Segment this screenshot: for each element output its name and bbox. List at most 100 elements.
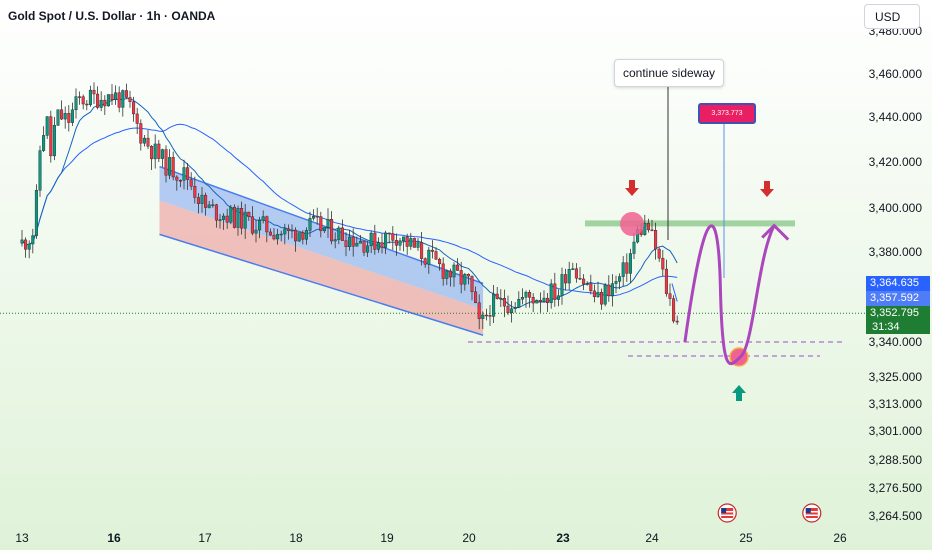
candle <box>121 89 125 117</box>
candle <box>74 88 78 119</box>
projection-arrowhead <box>761 223 790 241</box>
candle <box>470 275 474 301</box>
candle-body <box>412 238 416 248</box>
candle-body <box>409 238 413 247</box>
candle-body <box>531 297 535 304</box>
candle <box>312 209 316 221</box>
candle <box>600 288 604 310</box>
candle <box>567 261 571 290</box>
candle-body <box>265 216 269 233</box>
down-arrow-icon <box>625 180 639 196</box>
candle-body <box>384 232 388 248</box>
candle <box>409 232 413 250</box>
candle <box>45 116 49 139</box>
candle-body <box>24 239 28 250</box>
candle <box>340 219 344 241</box>
candle-body <box>430 249 434 252</box>
candle-body <box>427 249 431 265</box>
candle <box>52 117 56 161</box>
candle-body <box>456 264 460 271</box>
candle <box>484 308 488 321</box>
candle <box>387 232 391 244</box>
target-price-tag[interactable]: 3,373.773 <box>698 103 756 124</box>
candle-body <box>297 232 301 242</box>
flag-stripe <box>721 511 734 513</box>
candle <box>124 83 128 99</box>
channel-upper-fill <box>159 166 484 310</box>
candle-body <box>88 89 92 106</box>
candle-body <box>441 263 445 279</box>
candle-body <box>549 283 553 304</box>
candle-body <box>524 292 528 298</box>
candle-body <box>110 94 114 101</box>
candle <box>168 149 172 180</box>
candle <box>240 201 244 235</box>
candle-body <box>157 143 161 159</box>
candle <box>463 272 467 291</box>
y-tick-label: 3,340.000 <box>869 335 923 349</box>
candle-body <box>434 251 438 260</box>
candle <box>524 290 528 308</box>
candle <box>358 234 362 244</box>
candle <box>38 145 42 197</box>
candle-body <box>488 315 492 317</box>
candle-body <box>596 292 600 298</box>
candle <box>78 91 82 105</box>
candle-body <box>229 206 233 223</box>
candle-body <box>135 113 139 124</box>
flag-stripes <box>721 508 734 518</box>
candle-body <box>358 240 362 244</box>
candle <box>373 224 377 255</box>
candle <box>488 305 492 326</box>
candle-body <box>319 216 323 232</box>
candle <box>200 187 204 213</box>
candle <box>402 236 406 252</box>
candle-body <box>20 239 24 244</box>
candle <box>60 100 64 121</box>
candle-body <box>628 253 632 274</box>
candle-body <box>52 125 56 157</box>
x-tick-label: 18 <box>289 531 303 545</box>
flag-stripe <box>721 514 734 516</box>
candle-body <box>675 320 679 323</box>
candle-body <box>31 235 35 245</box>
candle <box>427 246 431 274</box>
candle-body <box>510 308 514 313</box>
candle <box>664 259 668 297</box>
candle <box>236 205 240 236</box>
callout-label[interactable]: continue sideway <box>614 59 724 87</box>
candle-body <box>218 219 222 221</box>
candle <box>153 134 157 169</box>
flag-stripe <box>805 514 818 516</box>
candle <box>625 253 629 282</box>
candle <box>337 225 341 245</box>
candle-body <box>470 275 474 293</box>
candle <box>632 233 636 259</box>
candle-body <box>81 96 85 105</box>
projection-path <box>683 224 776 366</box>
candle <box>434 247 438 261</box>
candle-body <box>610 283 614 297</box>
candle <box>481 311 485 330</box>
resistance-zone <box>585 220 795 227</box>
candle <box>297 232 301 243</box>
candle-body <box>585 283 589 285</box>
candle <box>538 292 542 313</box>
candle-body <box>348 236 352 247</box>
candle <box>448 268 452 287</box>
candle <box>661 249 665 277</box>
candle-body <box>499 298 503 300</box>
candle-body <box>625 262 629 274</box>
candle <box>103 95 107 115</box>
currency-selector[interactable]: USD <box>864 4 920 29</box>
candle <box>585 281 589 286</box>
y-tick-label: 3,400.000 <box>869 201 923 215</box>
candle-body <box>243 211 247 229</box>
candle <box>142 134 146 147</box>
candle-body <box>369 232 373 247</box>
candle <box>114 85 118 105</box>
candle-body <box>474 291 478 304</box>
candle-body <box>142 137 146 144</box>
candle-body <box>394 240 398 246</box>
